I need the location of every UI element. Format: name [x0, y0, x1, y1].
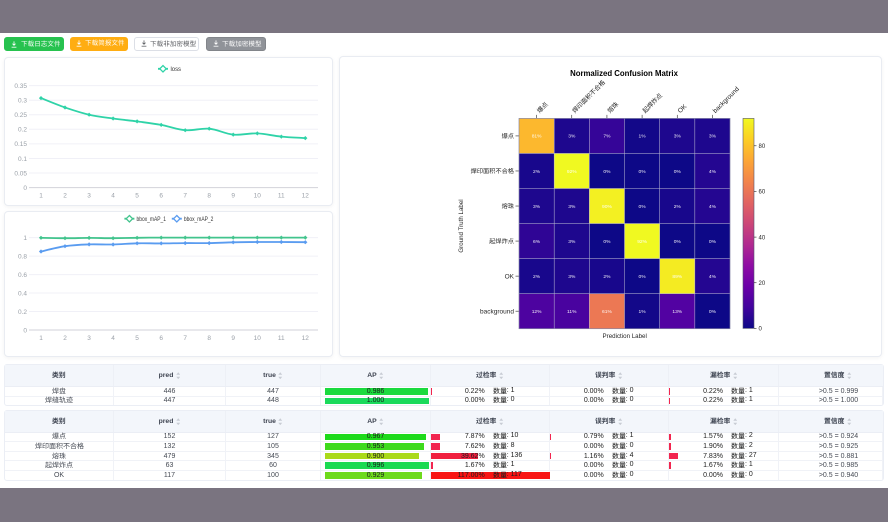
svg-text:2%: 2% [533, 169, 541, 175]
svg-text:3%: 3% [568, 204, 576, 210]
svg-text:0.1: 0.1 [18, 156, 27, 163]
svg-text:12: 12 [302, 335, 310, 342]
svg-text:4%: 4% [709, 274, 717, 280]
svg-text:0: 0 [23, 327, 27, 334]
svg-text:12: 12 [302, 193, 310, 200]
svg-text:0.05: 0.05 [14, 170, 27, 177]
svg-text:2%: 2% [603, 274, 611, 280]
svg-text:0.15: 0.15 [14, 141, 27, 148]
svg-text:background: background [480, 308, 514, 315]
svg-text:6: 6 [159, 335, 163, 342]
svg-text:bbox_mAP_1: bbox_mAP_1 [137, 216, 167, 223]
svg-text:Prediction Label: Prediction Label [603, 333, 647, 340]
svg-text:40: 40 [759, 235, 766, 241]
svg-text:9: 9 [231, 335, 235, 342]
svg-text:0.8: 0.8 [18, 253, 27, 260]
svg-text:1: 1 [23, 235, 27, 242]
svg-text:89%: 89% [672, 274, 682, 280]
svg-text:Ground Truth Label: Ground Truth Label [458, 199, 465, 252]
svg-text:2%: 2% [533, 274, 541, 280]
svg-text:0%: 0% [709, 239, 717, 245]
svg-text:0%: 0% [603, 239, 611, 245]
svg-text:0%: 0% [639, 204, 647, 210]
svg-text:0.3: 0.3 [18, 98, 27, 105]
svg-text:3%: 3% [568, 134, 576, 140]
svg-text:60: 60 [759, 190, 766, 196]
svg-text:11: 11 [278, 193, 285, 200]
svg-text:13%: 13% [672, 309, 682, 315]
svg-text:background: background [712, 86, 741, 115]
svg-text:1%: 1% [639, 309, 647, 315]
svg-text:7%: 7% [603, 134, 611, 140]
svg-text:6%: 6% [533, 239, 541, 245]
svg-text:3: 3 [87, 193, 91, 200]
svg-text:0: 0 [23, 185, 27, 192]
svg-text:0%: 0% [709, 309, 717, 315]
svg-text:0%: 0% [639, 169, 647, 175]
svg-text:0.2: 0.2 [18, 309, 27, 316]
svg-text:0: 0 [759, 327, 763, 333]
svg-text:5: 5 [135, 193, 139, 200]
svg-text:92%: 92% [637, 239, 647, 245]
svg-text:3%: 3% [709, 134, 717, 140]
svg-text:90%: 90% [602, 204, 612, 210]
svg-text:2%: 2% [674, 204, 682, 210]
svg-text:80: 80 [759, 144, 766, 150]
svg-text:20: 20 [759, 281, 766, 287]
svg-text:bbox_mAP_2: bbox_mAP_2 [184, 216, 214, 223]
svg-text:8: 8 [207, 335, 211, 342]
svg-text:3%: 3% [568, 274, 576, 280]
svg-text:4: 4 [111, 193, 115, 200]
svg-text:1%: 1% [639, 134, 647, 140]
svg-text:10: 10 [254, 193, 262, 200]
svg-text:0.4: 0.4 [18, 290, 27, 297]
svg-text:2: 2 [63, 193, 67, 200]
svg-text:3%: 3% [674, 134, 682, 140]
svg-text:9: 9 [231, 193, 235, 200]
svg-text:Normalized Confusion Matrix: Normalized Confusion Matrix [570, 69, 679, 78]
svg-text:7: 7 [183, 193, 187, 200]
svg-text:11%: 11% [567, 309, 577, 315]
svg-text:OK: OK [505, 273, 515, 280]
svg-text:7: 7 [183, 335, 187, 342]
svg-text:4%: 4% [709, 169, 717, 175]
svg-text:4%: 4% [709, 204, 717, 210]
svg-text:loss: loss [171, 66, 182, 73]
svg-text:3%: 3% [568, 239, 576, 245]
svg-text:1: 1 [39, 193, 43, 200]
svg-text:0.25: 0.25 [14, 112, 27, 119]
svg-text:3%: 3% [533, 204, 541, 210]
svg-text:12%: 12% [532, 309, 542, 315]
svg-text:0.6: 0.6 [18, 272, 27, 279]
svg-text:2: 2 [63, 335, 67, 342]
svg-text:1: 1 [39, 335, 43, 342]
svg-text:0%: 0% [674, 169, 682, 175]
svg-text:11: 11 [278, 335, 285, 342]
svg-text:10: 10 [254, 335, 262, 342]
svg-text:92%: 92% [567, 169, 577, 175]
svg-text:0%: 0% [603, 169, 611, 175]
svg-text:0.2: 0.2 [18, 127, 27, 134]
svg-text:81%: 81% [532, 134, 542, 140]
svg-text:0%: 0% [639, 274, 647, 280]
svg-text:8: 8 [207, 193, 211, 200]
svg-text:0.35: 0.35 [14, 83, 27, 90]
svg-text:0%: 0% [674, 239, 682, 245]
svg-text:3: 3 [87, 335, 91, 342]
svg-text:6: 6 [159, 193, 163, 200]
svg-text:4: 4 [111, 335, 115, 342]
svg-text:5: 5 [135, 335, 139, 342]
svg-text:OK: OK [677, 103, 689, 115]
svg-text:61%: 61% [602, 309, 612, 315]
